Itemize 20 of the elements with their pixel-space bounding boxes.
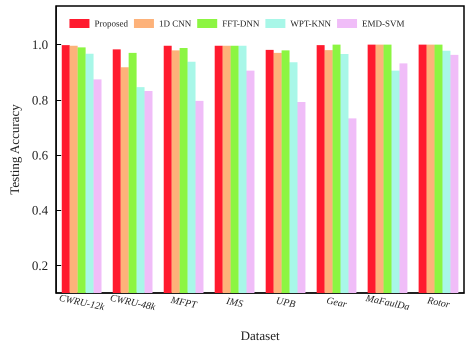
x-tick-label: CWRU-12k <box>58 292 106 314</box>
x-tick-label: UPB <box>274 296 296 310</box>
legend-label: WPT-KNN <box>290 18 332 28</box>
x-tick-label: Gear <box>325 295 348 311</box>
x-tick-label: IMS <box>224 296 244 310</box>
x-tick-label: MaFaulDa <box>364 292 410 313</box>
y-tick-label: 0.2 <box>32 258 48 273</box>
y-tick-label: 0.6 <box>32 148 49 163</box>
x-tick-label: Rotor <box>425 295 451 311</box>
y-axis-title: Testing Accuracy <box>7 104 22 195</box>
x-axis-title: Dataset <box>240 328 280 343</box>
legend-label: FFT-DNN <box>222 18 260 28</box>
legend-label: EMD-SVM <box>362 18 405 28</box>
legend-label: 1D CNN <box>158 18 192 28</box>
y-tick-label: 1.0 <box>32 37 48 52</box>
y-tick-label: 0.8 <box>32 92 48 108</box>
y-tick-label: 0.4 <box>32 202 49 218</box>
x-tick-label: CWRU-48k <box>108 292 157 314</box>
legend-label: Proposed <box>94 18 128 28</box>
x-tick-label: MFPT <box>168 294 199 312</box>
